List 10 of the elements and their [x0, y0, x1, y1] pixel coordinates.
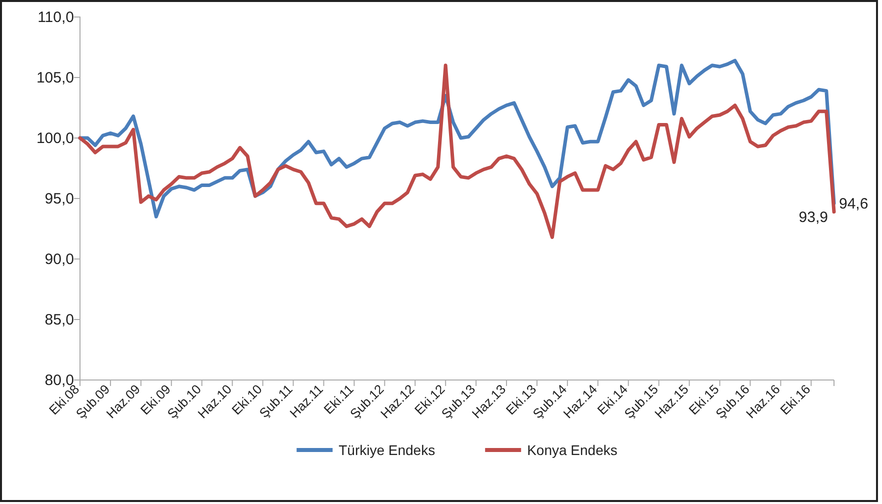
y-tick-label: 105,0 — [36, 69, 74, 86]
y-tick-label: 100,0 — [36, 130, 74, 147]
y-tick-label: 85,0 — [44, 311, 74, 328]
data-label: 93,9 — [798, 208, 828, 226]
legend-label: Konya Endeks — [527, 442, 618, 458]
y-tick-label: 110,0 — [38, 8, 74, 26]
legend-label: Türkiye Endeks — [338, 442, 436, 458]
y-tick-label: 90,0 — [44, 250, 74, 268]
y-tick-label: 95,0 — [44, 190, 74, 208]
data-label: 94,6 — [839, 195, 868, 212]
